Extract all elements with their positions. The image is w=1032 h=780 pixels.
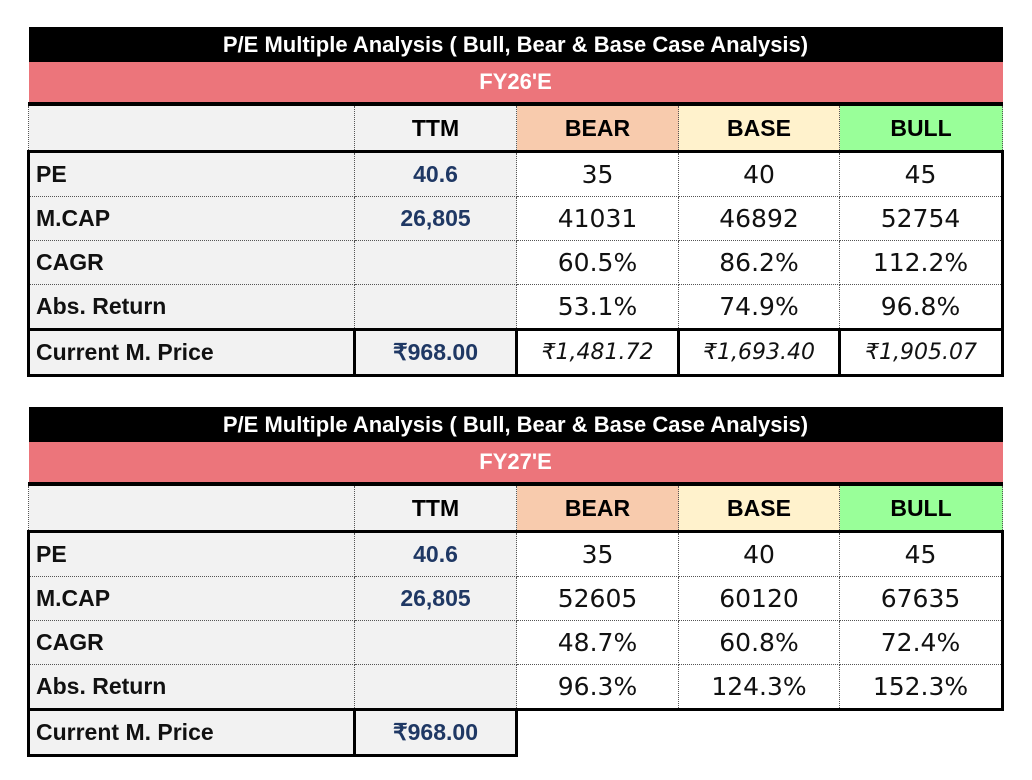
column-header-bear: BEAR (516, 103, 679, 153)
row-label: Current M. Price (27, 708, 356, 757)
period-label: FY27'E (28, 442, 1003, 486)
table-title: P/E Multiple Analysis ( Bull, Bear & Bas… (28, 27, 1003, 62)
base-value: 40 (678, 151, 840, 197)
base-value: 60.8% (678, 620, 840, 665)
ttm-value: ₹968.00 (353, 708, 518, 757)
empty-cell (516, 709, 679, 756)
bull-value: 96.8% (839, 284, 1004, 331)
bull-value: 45 (839, 531, 1004, 577)
column-header-bear: BEAR (516, 483, 679, 533)
table-row: M.CAP 26,805 52605 60120 67635 (27, 576, 1004, 621)
table-row: CAGR 60.5% 86.2% 112.2% (27, 240, 1004, 285)
row-label: Current M. Price (27, 328, 356, 377)
bull-value: 67635 (839, 576, 1004, 621)
column-header-ttm: TTM (354, 103, 517, 153)
empty-cell (678, 709, 840, 756)
bear-value: 35 (516, 531, 679, 577)
base-value: 124.3% (678, 664, 840, 711)
table-row: M.CAP 26,805 41031 46892 52754 (27, 196, 1004, 241)
row-label: M.CAP (27, 196, 355, 241)
column-header-base: BASE (678, 483, 840, 533)
bear-value: ₹1,481.72 (515, 328, 680, 377)
base-value: 46892 (678, 196, 840, 241)
bull-value: 72.4% (839, 620, 1004, 665)
table-row: PE 40.6 35 40 45 (27, 151, 1004, 197)
base-value: 40 (678, 531, 840, 577)
table-row: Current M. Price ₹968.00 ₹1,481.72 ₹1,693.4… (27, 328, 1004, 377)
ttm-value: 40.6 (354, 151, 517, 197)
table-row: Current M. Price ₹968.00 (27, 708, 1003, 757)
ttm-value: 40.6 (354, 531, 517, 577)
pe-analysis-table-fy27: P/E Multiple Analysis ( Bull, Bear & Bas… (27, 407, 1004, 757)
row-label: CAGR (27, 240, 355, 285)
row-label: CAGR (27, 620, 355, 665)
pe-analysis-table-fy26: P/E Multiple Analysis ( Bull, Bear & Bas… (27, 27, 1004, 377)
table-row: Abs. Return 96.3% 124.3% 152.3% (27, 664, 1004, 711)
column-header-base: BASE (678, 103, 840, 153)
row-label: PE (27, 531, 355, 577)
ttm-value: ₹968.00 (353, 328, 518, 377)
bear-value: 53.1% (516, 284, 679, 331)
bull-value: 45 (839, 151, 1004, 197)
ttm-value: 26,805 (354, 576, 517, 621)
ttm-value: 26,805 (354, 196, 517, 241)
table-title: P/E Multiple Analysis ( Bull, Bear & Bas… (28, 407, 1003, 442)
bull-value: 112.2% (839, 240, 1004, 285)
row-label: Abs. Return (27, 284, 355, 331)
row-label: M.CAP (27, 576, 355, 621)
table-row: CAGR 48.7% 60.8% 72.4% (27, 620, 1004, 665)
column-header-bull: BULL (839, 483, 1003, 533)
base-value: 86.2% (678, 240, 840, 285)
table-row: Abs. Return 53.1% 74.9% 96.8% (27, 284, 1004, 331)
ttm-value (354, 620, 517, 665)
row-label: Abs. Return (27, 664, 355, 711)
row-label: PE (27, 151, 355, 197)
period-label: FY26'E (28, 62, 1003, 106)
bull-value: 152.3% (839, 664, 1004, 711)
column-header-bull: BULL (839, 103, 1003, 153)
ttm-value (354, 664, 517, 711)
bear-value: 96.3% (516, 664, 679, 711)
bull-value: ₹1,905.07 (838, 328, 1004, 377)
bear-value: 41031 (516, 196, 679, 241)
bear-value: 35 (516, 151, 679, 197)
ttm-value (354, 240, 517, 285)
table-row: PE 40.6 35 40 45 (27, 531, 1004, 577)
bear-value: 60.5% (516, 240, 679, 285)
bear-value: 52605 (516, 576, 679, 621)
base-value: ₹1,693.40 (677, 328, 841, 377)
empty-cell (839, 709, 1003, 756)
ttm-value (354, 284, 517, 331)
column-header-ttm: TTM (354, 483, 517, 533)
column-header-label (28, 483, 355, 533)
bear-value: 48.7% (516, 620, 679, 665)
column-header-label (28, 103, 355, 153)
bull-value: 52754 (839, 196, 1004, 241)
base-value: 60120 (678, 576, 840, 621)
base-value: 74.9% (678, 284, 840, 331)
